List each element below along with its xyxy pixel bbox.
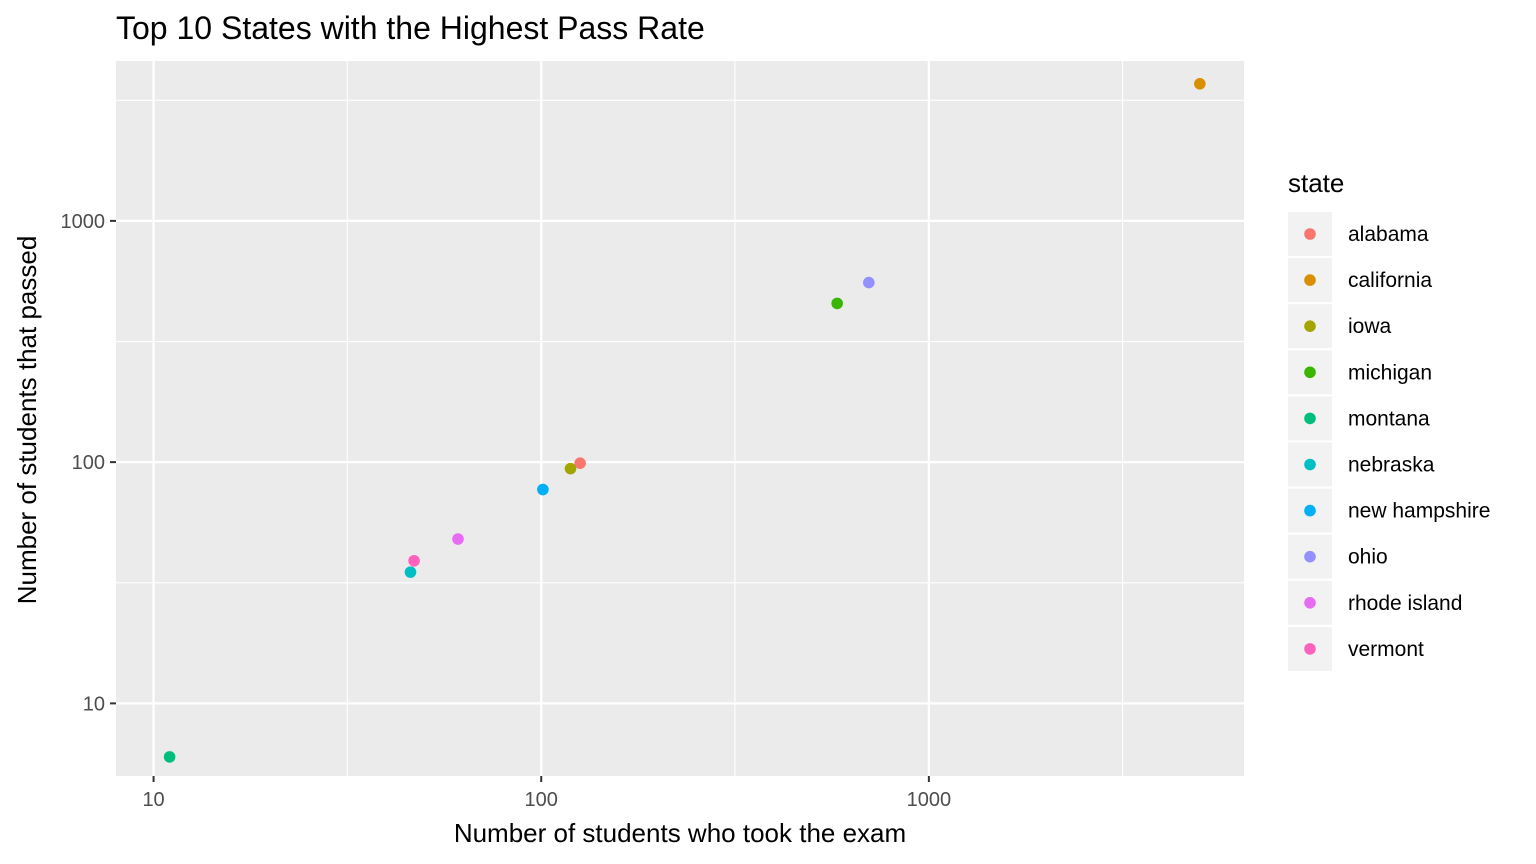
- point-montana: [163, 751, 176, 763]
- point-alabama: [574, 457, 586, 469]
- legend-marker: [1304, 550, 1316, 563]
- x-tick-label: 100: [525, 789, 558, 811]
- point-california: [1194, 78, 1206, 90]
- legend-label: ohio: [1348, 546, 1388, 569]
- legend-marker: [1304, 320, 1316, 333]
- x-tick-label: 1000: [907, 789, 952, 811]
- legend-marker: [1304, 643, 1316, 655]
- point-iowa: [564, 462, 577, 475]
- legend-marker: [1304, 366, 1316, 379]
- legend-label: california: [1348, 269, 1432, 292]
- y-axis: 10 100 1000: [61, 211, 116, 715]
- minor-gridlines: [116, 61, 1244, 776]
- legend-marker: [1304, 274, 1316, 286]
- legend-label: michigan: [1348, 361, 1432, 384]
- y-axis-title: Number of students that passed: [12, 236, 42, 605]
- legend-marker: [1304, 412, 1316, 425]
- legend-label: new hampshire: [1348, 500, 1490, 523]
- legend-marker: [1304, 504, 1316, 517]
- legend-marker: [1304, 228, 1316, 240]
- major-gridlines: [116, 61, 1244, 776]
- legend-label: vermont: [1348, 638, 1424, 661]
- plot-panel: [116, 61, 1244, 776]
- legend-label: montana: [1348, 407, 1430, 430]
- legend: state alabama california iowa michigan monta…: [1288, 168, 1490, 671]
- chart-title: Top 10 States with the Highest Pass Rate: [116, 10, 705, 46]
- legend-label: alabama: [1348, 223, 1429, 246]
- legend-label: iowa: [1348, 315, 1392, 338]
- point-nebraska: [404, 566, 417, 578]
- legend-label: nebraska: [1348, 454, 1435, 477]
- point-ohio: [863, 276, 875, 289]
- point-new-hampshire: [537, 483, 549, 496]
- x-axis-title: Number of students who took the exam: [454, 818, 906, 848]
- x-axis: 10 100 1000: [142, 776, 951, 811]
- legend-marker: [1304, 597, 1316, 609]
- legend-marker: [1304, 458, 1316, 471]
- x-tick-label: 10: [142, 789, 164, 811]
- y-tick-label: 100: [72, 452, 105, 474]
- data-points: [163, 78, 1206, 763]
- legend-title: state: [1288, 168, 1344, 198]
- point-michigan: [831, 297, 843, 310]
- point-rhode-island: [452, 533, 464, 545]
- y-tick-label: 10: [83, 693, 105, 715]
- legend-label: rhode island: [1348, 592, 1462, 615]
- point-vermont: [408, 554, 420, 567]
- y-tick-label: 1000: [61, 211, 106, 233]
